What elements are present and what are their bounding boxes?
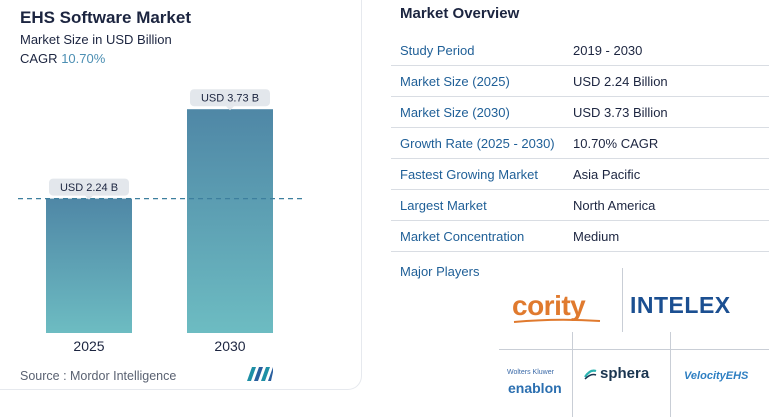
wolters-kluwer-logo: Wolters Kluwer (507, 369, 554, 376)
row-value: 10.70% CAGR (573, 135, 659, 151)
logo-divider (670, 332, 671, 417)
bar-2030 (187, 109, 273, 333)
row-value: Asia Pacific (573, 166, 641, 182)
overview-row: Fastest Growing Market Asia Pacific (391, 159, 769, 190)
data-label-bg (49, 178, 129, 196)
bar-chart: USD 2.24 B 2025 USD 3.73 B 2030 (18, 89, 303, 354)
row-label: Growth Rate (2025 - 2030) (400, 135, 555, 151)
x-tick-label: 2030 (214, 338, 245, 354)
logo-divider (622, 268, 623, 332)
data-label: USD 2.24 B (60, 182, 118, 194)
intelex-logo: INTELEX (630, 292, 731, 318)
data-label-pointer (85, 195, 93, 200)
chart-card: EHS Software Market Market Size in USD B… (0, 0, 362, 390)
bar-2025 (46, 198, 132, 333)
x-tick-label: 2025 (73, 338, 104, 354)
overview-title: Market Overview (400, 5, 520, 22)
overview-row: Market Size (2030) USD 3.73 Billion (391, 97, 769, 128)
velocityehs-logo: VelocityEHS (684, 370, 749, 382)
mordor-intelligence-logo (247, 367, 273, 381)
logo-divider (572, 332, 573, 417)
data-label: USD 3.73 B (201, 93, 259, 105)
enablon-logo: enablon (508, 380, 562, 396)
row-label: Market Size (2025) (400, 73, 510, 89)
sphera-logo: sphera (600, 365, 650, 382)
row-label: Largest Market (400, 197, 487, 213)
major-players-label: Major Players (400, 264, 480, 279)
row-value: USD 2.24 Billion (573, 73, 668, 89)
cority-logo: cority (512, 290, 586, 321)
overview-table: Study Period 2019 - 2030 Market Size (20… (391, 35, 769, 252)
data-label-bg (190, 89, 270, 107)
row-value: USD 3.73 Billion (573, 104, 668, 120)
sphera-mark-icon (584, 369, 597, 380)
row-value: North America (573, 197, 656, 213)
row-value: 2019 - 2030 (573, 42, 643, 58)
chart-title: EHS Software Market (20, 8, 191, 27)
logo-divider (499, 349, 769, 350)
cority-swoosh-icon (513, 318, 601, 323)
source-text: Source : Mordor Intelligence (20, 369, 177, 383)
overview-row: Study Period 2019 - 2030 (391, 35, 769, 66)
overview-row: Market Concentration Medium (391, 221, 769, 252)
cagr-row: CAGR 10.70% (20, 51, 105, 66)
cagr-value: 10.70% (61, 51, 106, 66)
data-label-pointer (226, 106, 234, 111)
row-value: Medium (573, 228, 620, 244)
row-label: Market Size (2030) (400, 104, 510, 120)
overview-row: Largest Market North America (391, 190, 769, 221)
overview-row: Market Size (2025) USD 2.24 Billion (391, 66, 769, 97)
chart-subtitle: Market Size in USD Billion (20, 32, 172, 47)
cagr-label: CAGR (20, 51, 58, 66)
row-label: Fastest Growing Market (400, 166, 538, 182)
row-label: Study Period (400, 42, 475, 58)
row-label: Market Concentration (400, 228, 525, 244)
overview-row: Growth Rate (2025 - 2030) 10.70% CAGR (391, 128, 769, 159)
